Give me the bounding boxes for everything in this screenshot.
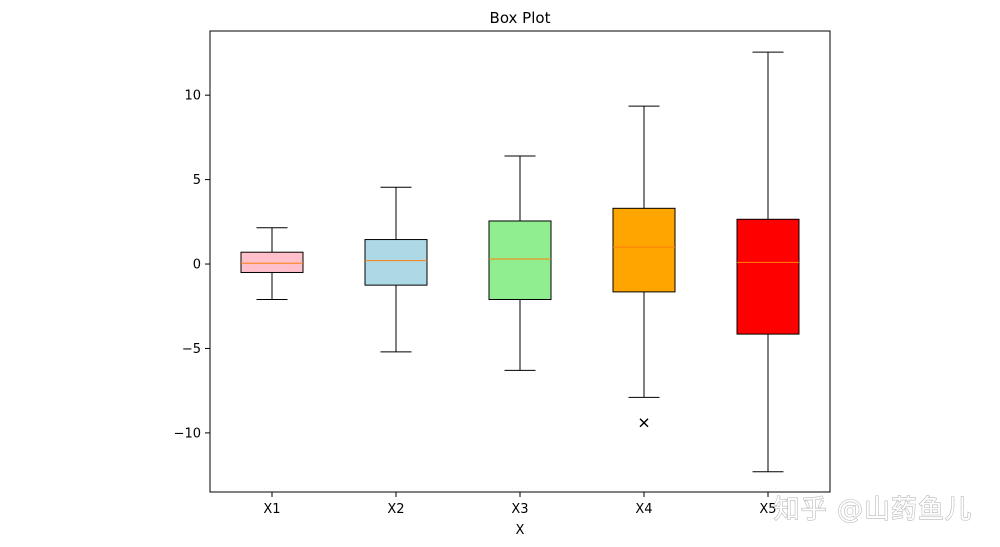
x-tick-label: X3 — [511, 502, 528, 517]
box-x2 — [364, 239, 428, 286]
x-axis-label: X — [516, 523, 525, 538]
box-x3 — [488, 220, 552, 300]
box-x1 — [240, 251, 304, 273]
x-tick-label: X4 — [635, 502, 652, 517]
y-tick-label: 5 — [193, 173, 201, 188]
outlier-marker — [639, 418, 649, 428]
y-tick-label: −5 — [182, 342, 201, 357]
x-tick-label: X2 — [387, 502, 404, 517]
y-tick-label: 0 — [193, 258, 201, 273]
box-x5 — [736, 218, 800, 335]
x-tick-label: X1 — [263, 502, 280, 517]
chart-title: Box Plot — [490, 9, 551, 27]
watermark: 知乎 @山药鱼儿 — [774, 495, 972, 525]
y-tick-label: 10 — [184, 89, 201, 104]
box-x4 — [612, 207, 676, 293]
plot-area: 10 5 0 −5 −10 X1 X2 X3 X4 X5 — [174, 30, 831, 517]
y-tick-label: −10 — [174, 426, 201, 441]
x-tick-label: X5 — [759, 502, 776, 517]
